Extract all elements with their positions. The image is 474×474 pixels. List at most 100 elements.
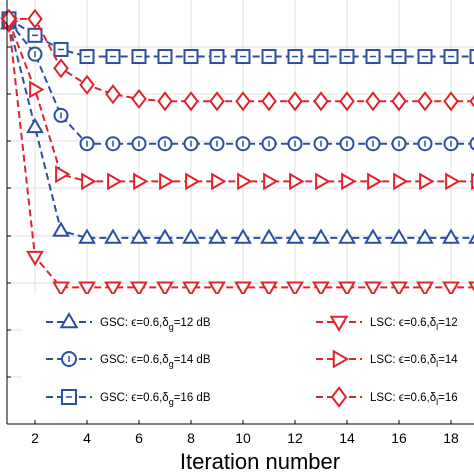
data-point (130, 228, 148, 244)
data-point (208, 281, 226, 297)
legend-label-suffix: =12 (438, 317, 458, 329)
data-point (183, 91, 199, 112)
legend-label: LSC: ϵ=0.6,δl=16 (370, 392, 458, 407)
data-point (261, 91, 277, 112)
data-point (442, 281, 460, 297)
legend-entry-2: GSC: ϵ=0.6,δg=14 dB (46, 351, 211, 369)
legend-label-suffix: =12 dB (174, 317, 211, 329)
legend-label-main: LSC: ϵ=0.6,δ (370, 392, 436, 404)
data-point (289, 172, 305, 191)
legend-label-main: LSC: ϵ=0.6,δ (370, 354, 436, 366)
legend-label: LSC: ϵ=0.6,δl=12 (370, 317, 458, 332)
data-point (130, 281, 148, 297)
data-point (182, 228, 200, 244)
x-tick-labels: 2 4 6 8 10 12 14 16 18 (31, 420, 459, 446)
series-line (8, 20, 474, 145)
data-point (468, 281, 474, 292)
legend-label-subscript: l (436, 359, 438, 369)
data-point (263, 172, 279, 191)
data-point (286, 281, 304, 297)
x-tick-label: 18 (443, 430, 459, 446)
data-point (286, 228, 304, 244)
data-point (468, 233, 474, 244)
data-point (105, 84, 121, 105)
series-2 (1, 13, 474, 152)
legend-label: GSC: ϵ=0.6,δg=12 dB (100, 317, 211, 332)
legend-entry-4: LSC: ϵ=0.6,δl=12 (316, 315, 458, 333)
data-point (313, 91, 329, 112)
data-point (364, 228, 382, 244)
data-point (159, 172, 175, 191)
data-point (52, 281, 70, 297)
legend-label: LSC: ϵ=0.6,δl=14 (370, 354, 458, 369)
data-point (338, 228, 356, 244)
data-point (367, 172, 383, 191)
data-point (131, 88, 147, 110)
data-point (393, 172, 409, 191)
data-point (364, 281, 382, 297)
data-point (211, 172, 227, 191)
legend-marker (59, 311, 79, 329)
data-point (208, 228, 226, 244)
legend-label-main: GSC: ϵ=0.6,δ (100, 354, 169, 366)
data-point (419, 172, 435, 191)
data-point (52, 221, 70, 237)
data-point (260, 281, 278, 297)
x-tick-label: 6 (135, 430, 143, 446)
legend-label-subscript: g (169, 322, 174, 332)
data-point (443, 91, 459, 112)
legend-label-main: LSC: ϵ=0.6,δ (370, 317, 436, 329)
data-point (55, 165, 71, 184)
data-point (390, 228, 408, 244)
data-point (26, 117, 44, 134)
data-point (209, 91, 225, 112)
legend-label-subscript: g (169, 359, 174, 369)
data-point (156, 228, 174, 244)
data-point (53, 58, 69, 79)
data-point (235, 91, 251, 112)
legend-label-suffix: =14 (438, 354, 458, 366)
data-point (104, 228, 122, 244)
data-point (339, 91, 355, 112)
data-point (341, 172, 357, 191)
data-point (133, 172, 149, 191)
data-point (445, 172, 461, 191)
series-1 (0, 14, 474, 244)
data-point (104, 281, 122, 297)
data-point (442, 228, 460, 244)
data-point (185, 172, 201, 191)
data-point (469, 136, 474, 151)
data-point (182, 281, 200, 297)
data-point (260, 228, 278, 244)
data-point (416, 281, 434, 297)
x-tick-label: 8 (187, 430, 195, 446)
data-point (365, 91, 381, 112)
data-point (26, 250, 44, 267)
series-6 (1, 8, 474, 112)
data-point (390, 281, 408, 297)
legend-label-subscript: l (436, 397, 438, 407)
data-point (312, 281, 330, 297)
legend-entry-5: LSC: ϵ=0.6,δl=14 (316, 349, 458, 369)
legend-entry-6: LSC: ϵ=0.6,δl=16 (316, 386, 458, 408)
axes (6, 0, 474, 425)
data-point (157, 91, 173, 112)
legend-marker (329, 315, 349, 333)
x-tick-label: 10 (235, 430, 251, 446)
series-4 (0, 17, 474, 297)
legend-entry-1: GSC: ϵ=0.6,δg=12 dB (46, 311, 211, 332)
data-point (156, 281, 174, 297)
legend-label: GSC: ϵ=0.6,δg=16 dB (100, 392, 211, 407)
series-layer (0, 8, 474, 297)
x-axis-title: Iteration number (180, 449, 340, 474)
data-point (312, 228, 330, 244)
data-point (234, 228, 252, 244)
legend-label-suffix: =16 (438, 392, 458, 404)
legend-label-main: GSC: ϵ=0.6,δ (100, 317, 169, 329)
data-point (391, 91, 407, 112)
data-point (469, 95, 474, 108)
data-point (79, 74, 95, 95)
legend-entry-3: GSC: ϵ=0.6,δg=16 dB (46, 389, 211, 407)
